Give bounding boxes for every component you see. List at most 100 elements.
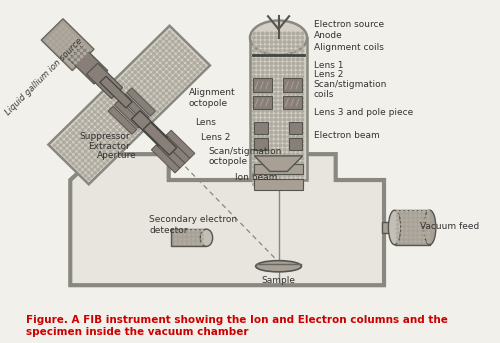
Circle shape — [128, 107, 130, 110]
Circle shape — [301, 67, 304, 69]
Circle shape — [252, 88, 256, 91]
Circle shape — [152, 71, 156, 73]
Circle shape — [270, 75, 273, 78]
Text: Lens: Lens — [195, 118, 216, 127]
Circle shape — [279, 157, 281, 160]
Circle shape — [134, 71, 136, 73]
Circle shape — [165, 71, 168, 73]
Circle shape — [112, 135, 115, 138]
Circle shape — [65, 46, 67, 48]
Circle shape — [103, 126, 106, 128]
Circle shape — [284, 45, 286, 48]
Circle shape — [103, 107, 106, 110]
Circle shape — [187, 74, 190, 76]
Text: Alignment
octopole: Alignment octopole — [189, 88, 236, 108]
Circle shape — [274, 62, 277, 65]
Circle shape — [257, 157, 260, 160]
Circle shape — [162, 80, 164, 83]
Circle shape — [257, 41, 260, 43]
Circle shape — [178, 40, 180, 43]
Circle shape — [128, 77, 130, 80]
Circle shape — [187, 80, 190, 83]
Circle shape — [288, 88, 290, 91]
Circle shape — [172, 40, 174, 43]
Circle shape — [274, 183, 277, 186]
Circle shape — [262, 140, 264, 143]
Circle shape — [266, 123, 268, 125]
Circle shape — [84, 162, 87, 165]
Circle shape — [134, 126, 136, 128]
Circle shape — [296, 131, 299, 134]
Circle shape — [279, 67, 281, 69]
Circle shape — [180, 68, 184, 70]
Circle shape — [140, 126, 143, 128]
Circle shape — [418, 228, 421, 230]
Circle shape — [274, 32, 277, 35]
Circle shape — [175, 243, 176, 244]
Circle shape — [184, 77, 186, 80]
Circle shape — [406, 223, 407, 226]
Circle shape — [152, 77, 156, 80]
Circle shape — [106, 129, 108, 131]
Circle shape — [279, 162, 281, 164]
Circle shape — [270, 36, 273, 39]
Circle shape — [270, 80, 273, 82]
Circle shape — [94, 122, 96, 125]
Circle shape — [152, 83, 156, 86]
Circle shape — [257, 49, 260, 52]
Circle shape — [165, 65, 168, 67]
Circle shape — [50, 37, 51, 39]
Circle shape — [159, 40, 162, 43]
Circle shape — [301, 62, 304, 65]
Circle shape — [279, 114, 281, 117]
Circle shape — [279, 62, 281, 65]
Circle shape — [122, 107, 124, 110]
Circle shape — [62, 31, 64, 33]
Circle shape — [84, 126, 87, 128]
Circle shape — [266, 170, 268, 173]
Circle shape — [279, 36, 281, 39]
Circle shape — [150, 104, 152, 107]
Circle shape — [428, 223, 430, 226]
Circle shape — [156, 68, 158, 70]
Circle shape — [165, 40, 168, 43]
Circle shape — [78, 46, 80, 48]
Circle shape — [288, 75, 290, 78]
Circle shape — [90, 175, 93, 177]
Circle shape — [296, 67, 299, 69]
Circle shape — [88, 110, 90, 113]
Circle shape — [150, 68, 152, 70]
Circle shape — [296, 101, 299, 104]
Circle shape — [270, 32, 273, 35]
Circle shape — [69, 135, 71, 138]
Circle shape — [279, 58, 281, 61]
Circle shape — [78, 156, 81, 159]
Circle shape — [284, 149, 286, 151]
Circle shape — [288, 183, 290, 186]
Circle shape — [406, 240, 407, 243]
Circle shape — [156, 86, 158, 88]
Circle shape — [94, 153, 96, 156]
Circle shape — [178, 77, 180, 80]
Circle shape — [106, 153, 108, 156]
Circle shape — [188, 243, 190, 244]
Polygon shape — [108, 106, 137, 134]
Circle shape — [296, 97, 299, 99]
Circle shape — [270, 135, 273, 138]
Circle shape — [270, 131, 273, 134]
Circle shape — [103, 144, 106, 146]
Circle shape — [270, 175, 273, 177]
Circle shape — [140, 101, 143, 104]
Circle shape — [81, 159, 84, 162]
Circle shape — [257, 162, 260, 164]
Circle shape — [296, 36, 299, 39]
Circle shape — [279, 175, 281, 177]
Circle shape — [100, 117, 102, 119]
Circle shape — [144, 80, 146, 83]
Circle shape — [109, 89, 112, 92]
Circle shape — [262, 49, 264, 52]
Circle shape — [274, 71, 277, 73]
Circle shape — [301, 45, 304, 48]
Polygon shape — [152, 145, 180, 173]
Circle shape — [118, 104, 121, 107]
